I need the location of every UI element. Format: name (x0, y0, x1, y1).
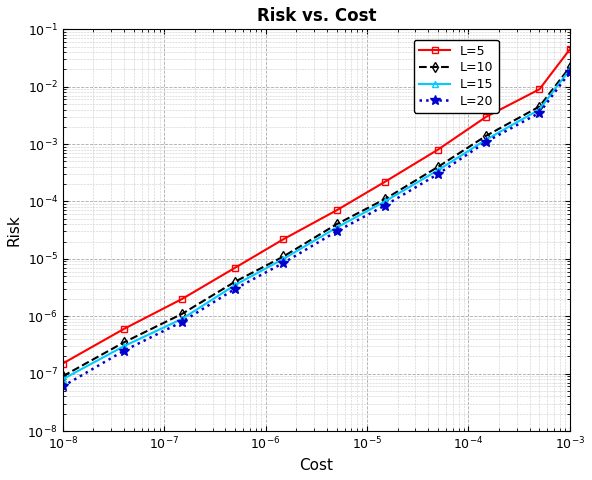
L=20 (483, 139, 490, 144)
L=5 (483, 114, 490, 120)
L=5 (435, 147, 442, 153)
L=5 (178, 296, 185, 302)
X-axis label: Cost: Cost (300, 458, 333, 473)
L=20 (231, 286, 239, 292)
L=10 (333, 221, 340, 227)
Line: L=15: L=15 (59, 66, 574, 383)
L=20 (333, 228, 340, 234)
L=10 (231, 279, 239, 285)
L=15 (435, 168, 442, 173)
Legend: L=5, L=10, L=15, L=20: L=5, L=10, L=15, L=20 (414, 39, 498, 113)
L=15 (178, 316, 185, 322)
L=20 (120, 348, 127, 354)
L=15 (483, 137, 490, 143)
L=15 (333, 225, 340, 230)
Line: L=10: L=10 (59, 63, 574, 380)
L=5 (120, 326, 127, 332)
L=10 (381, 196, 388, 202)
L=15 (231, 282, 239, 288)
L=15 (120, 343, 127, 349)
L=20 (381, 203, 388, 208)
L=10 (435, 164, 442, 170)
L=5 (280, 236, 287, 242)
Title: Risk vs. Cost: Risk vs. Cost (256, 7, 376, 25)
L=20 (178, 319, 185, 324)
L=15 (536, 107, 543, 112)
L=15 (280, 256, 287, 262)
L=5 (59, 360, 66, 366)
L=10 (178, 311, 185, 317)
L=20 (567, 69, 574, 75)
Line: L=5: L=5 (59, 46, 574, 367)
L=5 (381, 179, 388, 185)
L=20 (435, 171, 442, 177)
L=15 (567, 67, 574, 72)
L=20 (59, 384, 66, 389)
L=15 (59, 376, 66, 382)
Line: L=20: L=20 (58, 67, 575, 391)
L=10 (120, 339, 127, 345)
L=15 (381, 199, 388, 204)
L=5 (333, 207, 340, 213)
L=20 (280, 260, 287, 266)
L=5 (231, 265, 239, 271)
L=5 (567, 46, 574, 52)
Y-axis label: Risk: Risk (7, 214, 22, 246)
L=10 (483, 133, 490, 139)
L=10 (280, 253, 287, 259)
L=20 (536, 110, 543, 116)
L=5 (536, 86, 543, 92)
L=10 (59, 373, 66, 379)
L=10 (536, 104, 543, 109)
L=10 (567, 64, 574, 70)
